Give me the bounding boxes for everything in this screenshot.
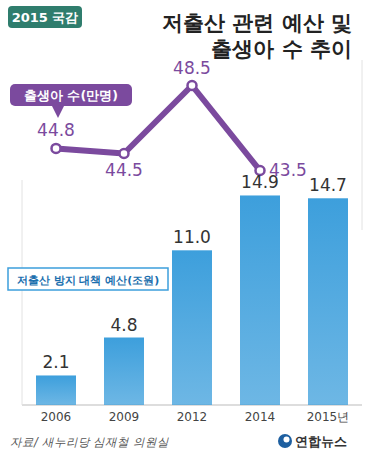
- bar-label: 14.7: [309, 175, 347, 195]
- bar-label: 4.8: [110, 315, 137, 335]
- source: 자료/ 새누리당 심재철 의원실: [10, 435, 169, 449]
- badge: 2015 국감: [8, 6, 82, 28]
- logo-mark-inner: [284, 437, 290, 443]
- legend-line-text: 출생아 수(만명): [24, 88, 118, 103]
- line-label: 48.5: [173, 58, 211, 78]
- line-point: [52, 144, 61, 153]
- bar-label: 11.0: [173, 227, 211, 247]
- bar: [104, 338, 144, 406]
- legend-line: 출생아 수(만명): [10, 84, 132, 118]
- legend-bar-bg: [8, 268, 168, 290]
- x-tick-label: 2009: [109, 410, 140, 424]
- badge-text: 2015 국감: [12, 10, 79, 25]
- line-label: 43.5: [269, 160, 307, 180]
- legend-bar-text: 저출산 방지 대책 예산(조원): [17, 274, 160, 287]
- line-label: 44.5: [105, 160, 143, 180]
- bar: [36, 375, 76, 405]
- x-tick-label: 2014: [245, 410, 276, 424]
- logo: 연합뉴스: [278, 434, 347, 449]
- line-point: [120, 149, 129, 158]
- title: 저출산 관련 예산 및출생아 수 추이: [162, 11, 352, 61]
- logo-text: 연합뉴스: [295, 434, 347, 449]
- x-tick-label: 2015년: [307, 410, 350, 424]
- y-axis: [22, 180, 23, 405]
- legend-line-bg: [10, 84, 132, 106]
- bar: [240, 195, 280, 405]
- line-label: 44.8: [37, 120, 75, 140]
- x-tick-label: 2012: [177, 410, 208, 424]
- line-point: [188, 81, 197, 90]
- bar: [172, 250, 212, 405]
- badge-bg: [8, 6, 82, 28]
- marks: [36, 81, 348, 405]
- legend-pointer: [52, 106, 64, 118]
- x-tick-label: 2006: [41, 410, 72, 424]
- chart-wrap: 2015 국감저출산 관련 예산 및출생아 수 추이2.14.811.014.9…: [0, 0, 367, 463]
- y2-axis: [362, 60, 363, 230]
- bar: [308, 198, 348, 405]
- chart: 2015 국감저출산 관련 예산 및출생아 수 추이2.14.811.014.9…: [0, 0, 367, 463]
- logo-mark: [278, 434, 292, 448]
- bar-label: 2.1: [42, 352, 69, 372]
- legend-bar: 저출산 방지 대책 예산(조원): [8, 268, 168, 290]
